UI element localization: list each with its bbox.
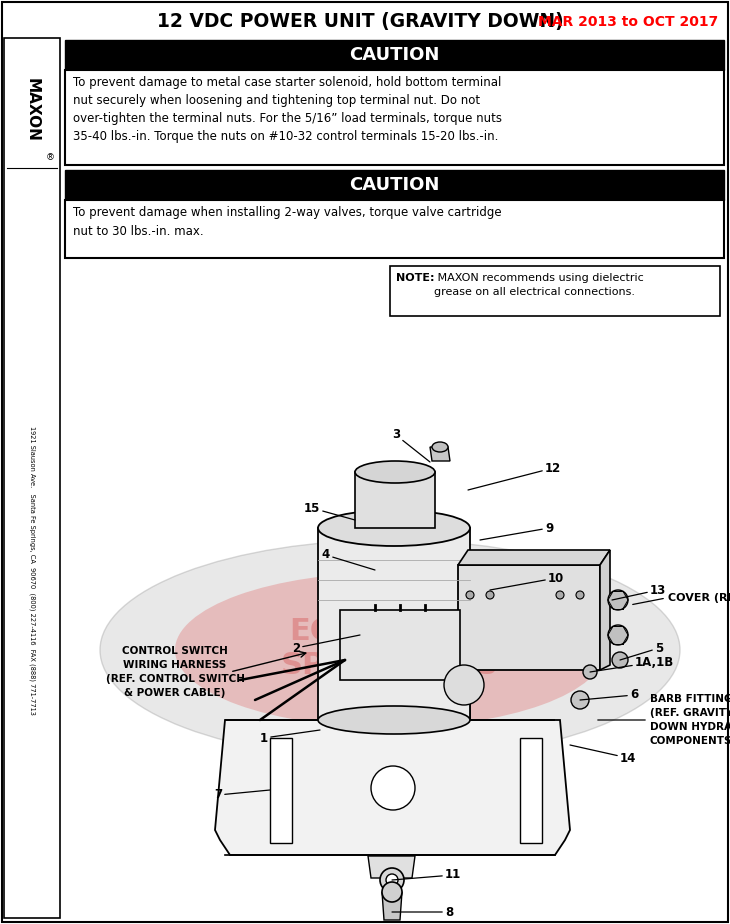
Polygon shape: [458, 565, 600, 670]
Text: 6: 6: [580, 688, 638, 701]
Text: 12: 12: [468, 461, 561, 490]
Text: CONTROL SWITCH
WIRING HARNESS
(REF. CONTROL SWITCH
& POWER CABLE): CONTROL SWITCH WIRING HARNESS (REF. CONT…: [106, 646, 245, 698]
Ellipse shape: [318, 706, 470, 734]
Ellipse shape: [100, 540, 680, 760]
Bar: [65, 40, 724, 70]
Polygon shape: [600, 550, 610, 670]
Text: 9: 9: [480, 521, 553, 540]
Circle shape: [608, 625, 628, 645]
Bar: [270, 738, 292, 843]
Polygon shape: [355, 472, 435, 528]
Ellipse shape: [175, 573, 605, 727]
Text: CAUTION: CAUTION: [350, 176, 439, 194]
Text: MAXON recommends using dielectric
grease on all electrical connections.: MAXON recommends using dielectric grease…: [434, 273, 644, 297]
Text: SPECIALISTS: SPECIALISTS: [281, 651, 499, 680]
Polygon shape: [430, 447, 450, 461]
Polygon shape: [368, 856, 415, 878]
Polygon shape: [382, 892, 402, 920]
Polygon shape: [215, 720, 570, 855]
Text: 11: 11: [392, 869, 461, 881]
Polygon shape: [458, 550, 610, 565]
Circle shape: [571, 691, 589, 709]
Text: 1921 Slauson Ave.   Santa Fe Springs, CA  90670  (800) 227-4116  FAX (888) 771-7: 1921 Slauson Ave. Santa Fe Springs, CA 9…: [28, 426, 35, 714]
Circle shape: [386, 874, 398, 886]
Text: 5: 5: [620, 641, 664, 660]
Circle shape: [444, 665, 484, 705]
Circle shape: [576, 591, 584, 599]
Text: 7: 7: [214, 788, 270, 801]
Bar: [390, 266, 720, 316]
Bar: [65, 200, 724, 258]
Text: 3: 3: [392, 429, 430, 462]
Circle shape: [466, 591, 474, 599]
Circle shape: [486, 591, 494, 599]
Text: To prevent damage when installing 2-way valves, torque valve cartridge
nut to 30: To prevent damage when installing 2-way …: [73, 206, 502, 238]
Circle shape: [371, 766, 415, 810]
Text: 15: 15: [304, 502, 355, 520]
Ellipse shape: [432, 442, 448, 452]
Polygon shape: [458, 650, 470, 720]
Text: 8: 8: [392, 906, 453, 918]
Bar: [520, 738, 542, 843]
Text: 14: 14: [570, 745, 637, 764]
Polygon shape: [340, 610, 460, 680]
Circle shape: [608, 590, 628, 610]
Ellipse shape: [318, 510, 470, 546]
Text: ®: ®: [45, 153, 55, 163]
Text: 10: 10: [490, 572, 564, 590]
Text: MAXON: MAXON: [25, 78, 39, 142]
Ellipse shape: [355, 461, 435, 483]
Circle shape: [583, 665, 597, 679]
Text: 1A,1B: 1A,1B: [590, 655, 675, 672]
Text: EQUIPMENT: EQUIPMENT: [289, 617, 491, 647]
Text: To prevent damage to metal case starter solenoid, hold bottom terminal
nut secur: To prevent damage to metal case starter …: [73, 76, 502, 143]
Bar: [65, 70, 724, 165]
Text: 2: 2: [292, 635, 360, 654]
Circle shape: [612, 652, 628, 668]
Text: NOTE:: NOTE:: [396, 273, 434, 283]
Text: INC.: INC.: [544, 659, 576, 673]
Text: BARB FITTING
(REF. GRAVITY
DOWN HYDRAULIC
COMPONENTS): BARB FITTING (REF. GRAVITY DOWN HYDRAULI…: [650, 694, 730, 746]
Bar: [65, 170, 724, 200]
Text: COVER (REF): COVER (REF): [668, 593, 730, 603]
Text: 13: 13: [612, 583, 666, 600]
Text: MAR 2013 to OCT 2017: MAR 2013 to OCT 2017: [538, 15, 718, 29]
Text: 12 VDC POWER UNIT (GRAVITY DOWN): 12 VDC POWER UNIT (GRAVITY DOWN): [157, 13, 564, 31]
Text: 4: 4: [322, 549, 375, 570]
Circle shape: [380, 868, 404, 892]
Text: 1: 1: [260, 730, 320, 745]
Circle shape: [382, 882, 402, 902]
Circle shape: [556, 591, 564, 599]
Bar: [4, 38, 60, 918]
Text: CAUTION: CAUTION: [350, 46, 439, 64]
Polygon shape: [318, 528, 470, 720]
